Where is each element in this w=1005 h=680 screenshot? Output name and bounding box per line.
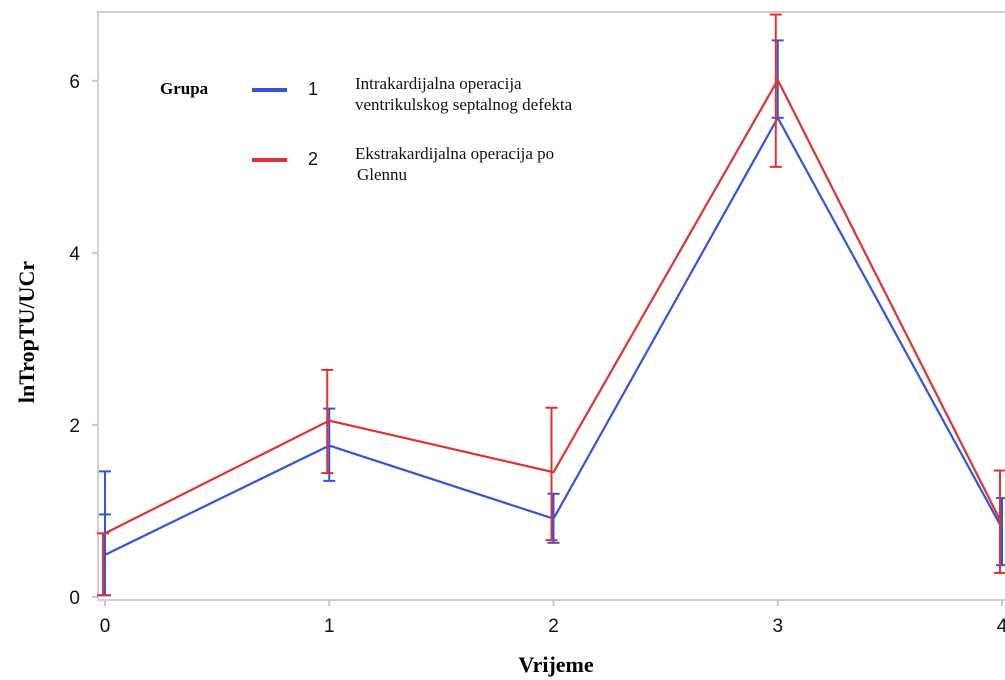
- x-tick-label: 1: [324, 616, 335, 637]
- x-tick-label: 4: [997, 616, 1005, 637]
- series-layer: [97, 13, 1005, 597]
- legend-label: ventrikulskog septalnog defekta: [355, 95, 573, 114]
- series-line: [104, 115, 1003, 556]
- x-tick-label: 3: [772, 616, 783, 637]
- series-line: [104, 77, 1003, 535]
- legend-item-2: 2 Ekstrakardijalna operacija po Glennu: [252, 144, 554, 184]
- error-bar: [994, 469, 1005, 574]
- x-tick-label: 0: [100, 616, 111, 637]
- y-tick-label: 4: [69, 244, 80, 265]
- legend-code: 1: [308, 79, 318, 99]
- y-tick-label: 6: [69, 72, 80, 93]
- error-bar: [97, 532, 109, 597]
- y-tick-label: 0: [69, 588, 80, 609]
- error-bar: [547, 492, 560, 544]
- legend-label: Ekstrakardijalna operacija po: [355, 144, 554, 163]
- error-bar: [323, 407, 336, 482]
- y-axis-title: lnTropTU/UCr: [14, 261, 39, 403]
- plot-frame: [97, 11, 1005, 601]
- legend-code: 2: [308, 149, 318, 169]
- x-axis-title: Vrijeme: [518, 652, 594, 677]
- legend-title: Grupa: [160, 79, 209, 98]
- legend-item-1: 1 Intrakardijalna operacija ventrikulskog …: [252, 74, 573, 114]
- error-bar: [545, 406, 558, 542]
- series-2: [97, 13, 1005, 597]
- legend-label: Intrakardijalna operacija: [355, 74, 522, 93]
- error-bar: [321, 368, 334, 475]
- y-tick-label: 2: [69, 416, 80, 437]
- legend-label: Glennu: [357, 165, 408, 184]
- legend: Grupa 1 Intrakardijalna operacija ventriku…: [160, 74, 573, 184]
- x-tick-label: 2: [548, 616, 559, 637]
- error-bar: [769, 13, 782, 168]
- axis-ticks: 0 1 2 3 4 0 2 4 6: [69, 72, 1005, 637]
- error-bar: [996, 497, 1005, 567]
